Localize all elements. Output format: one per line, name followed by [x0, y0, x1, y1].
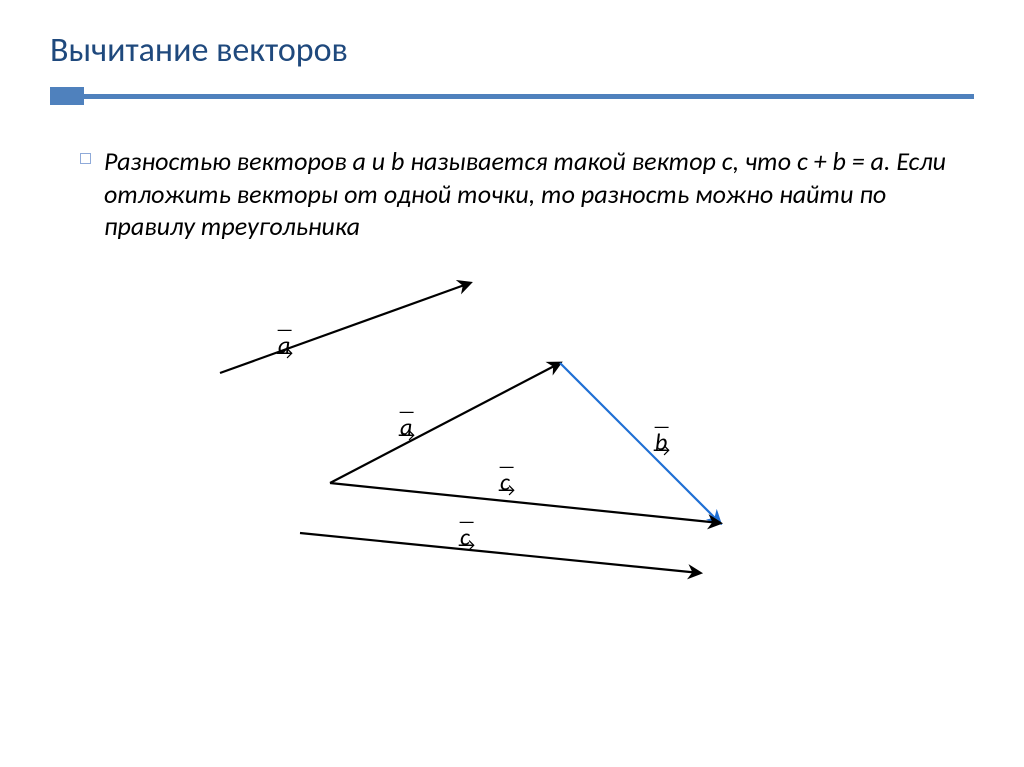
vector-arrow-over-icon: —→ [498, 456, 513, 502]
page-title: Вычитание векторов [50, 30, 974, 71]
diagram-svg [200, 273, 900, 613]
vector-arrow-over-icon: —→ [276, 319, 291, 365]
vector-arrow-over-icon: —→ [458, 511, 473, 557]
vector-label-c-3: —→c [500, 468, 510, 497]
accent-block [50, 87, 84, 105]
vector-label-b-2: —→b [655, 428, 667, 457]
vector-c_isolated [300, 533, 700, 573]
vector-arrow-over-icon: —→ [398, 401, 413, 447]
body-paragraph: Разностью векторов a и b называется тако… [80, 145, 964, 243]
accent-bar [50, 87, 974, 105]
vector-arrow-over-icon: —→ [653, 416, 668, 462]
vector-label-a-1: —→a [400, 413, 412, 442]
vector-label-c-4: —→c [460, 523, 470, 552]
vector-c_triangle [330, 483, 720, 523]
vector-a_triangle [330, 363, 560, 483]
vector-label-a-0: —→a [278, 331, 290, 360]
bullet-square-icon [80, 153, 91, 164]
vector-b_triangle [560, 363, 720, 523]
body-text: Разностью векторов a и b называется тако… [104, 145, 946, 242]
vector-a_isolated [220, 283, 470, 373]
slide-container: Вычитание векторов Разностью векторов a … [0, 0, 1024, 767]
accent-line [84, 94, 974, 99]
content-region: Разностью векторов a и b называется тако… [50, 145, 974, 613]
vector-diagram: —→a —→a —→b —→c —→c [200, 273, 900, 613]
